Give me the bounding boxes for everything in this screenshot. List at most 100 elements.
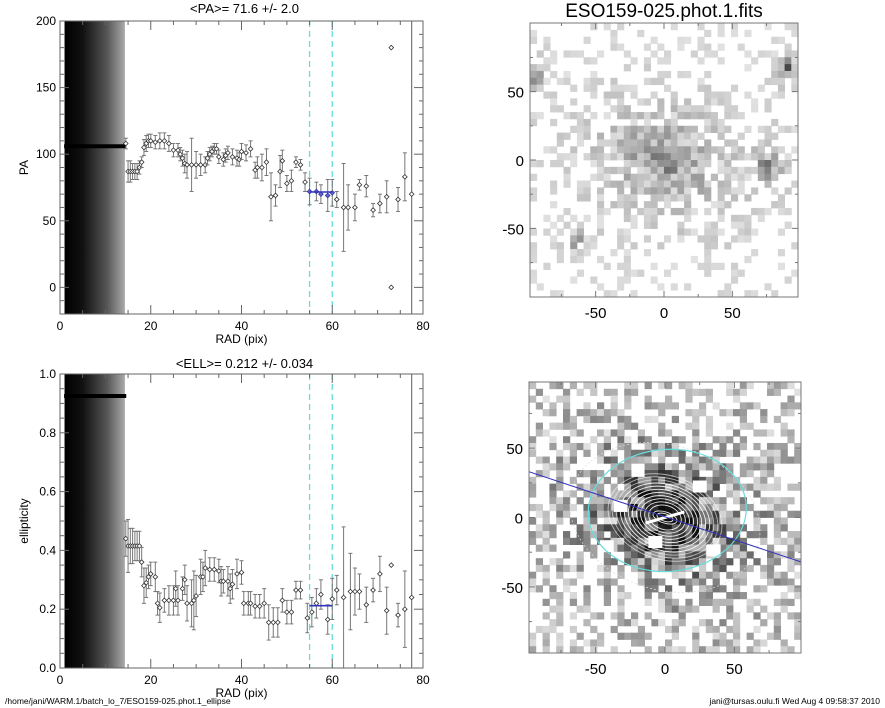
- image-pixel: [699, 388, 707, 396]
- image-pixel: [583, 585, 591, 593]
- image-pixel: [650, 194, 658, 202]
- image-pixel: [690, 146, 698, 154]
- image-pixel: [651, 578, 659, 586]
- image-pixel: [637, 551, 645, 559]
- image-pixel: [665, 497, 673, 505]
- image-pixel: [710, 125, 718, 133]
- image-pixel: [697, 84, 705, 92]
- image-pixel: [733, 544, 741, 552]
- image-pixel: [650, 91, 658, 99]
- x-tick-label: -50: [585, 661, 607, 678]
- image-pixel: [697, 180, 705, 188]
- image-pixel: [658, 422, 666, 430]
- image-pixel: [610, 36, 618, 44]
- image-pixel: [724, 98, 732, 106]
- image-pixel: [684, 125, 692, 133]
- image-pixel: [530, 269, 538, 277]
- image-pixel: [737, 173, 745, 181]
- data-point: [324, 616, 331, 623]
- image-pixel: [617, 276, 625, 284]
- image-pixel: [603, 551, 611, 559]
- image-pixel: [794, 592, 801, 600]
- image-pixel: [576, 249, 584, 257]
- image-pixel: [576, 470, 584, 478]
- image-pixel: [556, 470, 564, 478]
- image-pixel: [563, 409, 571, 417]
- data-point: [179, 155, 186, 162]
- image-pixel: [692, 456, 700, 464]
- image-pixel: [637, 139, 645, 147]
- image-pixel: [784, 125, 792, 133]
- image-pixel: [623, 105, 631, 113]
- image-pixel: [603, 139, 611, 147]
- image-pixel: [712, 558, 720, 566]
- image-pixel: [773, 551, 781, 559]
- image-pixel: [733, 429, 741, 437]
- image-pixel: [791, 77, 798, 86]
- image-pixel: [791, 125, 798, 133]
- image-pixel: [556, 510, 564, 518]
- image-pixel: [583, 415, 591, 424]
- image-pixel: [617, 422, 625, 430]
- image-pixel: [556, 132, 564, 140]
- image-pixel: [665, 531, 673, 539]
- image-pixel: [529, 436, 537, 444]
- image-pixel: [630, 214, 638, 223]
- image-pixel: [556, 395, 564, 403]
- image-pixel: [583, 235, 591, 243]
- image-pixel: [658, 382, 666, 390]
- image-pixel: [530, 70, 538, 79]
- image-pixel: [617, 166, 625, 175]
- image-pixel: [576, 125, 584, 133]
- image-pixel: [658, 510, 666, 518]
- image-pixel: [671, 571, 679, 579]
- image-pixel: [787, 544, 795, 552]
- image-pixel: [678, 456, 686, 464]
- image-pixel: [637, 483, 645, 491]
- image-pixel: [650, 132, 658, 140]
- image-pixel: [780, 571, 788, 579]
- image-pixel: [744, 29, 752, 38]
- image-pixel: [631, 483, 639, 491]
- y-tick-label: -50: [501, 580, 523, 597]
- image-pixel: [704, 221, 712, 229]
- image-pixel: [678, 517, 686, 525]
- image-pixel: [780, 605, 788, 613]
- image-pixel: [771, 50, 779, 58]
- image-pixel: [650, 77, 658, 86]
- image-pixel: [624, 632, 632, 640]
- image-pixel: [542, 456, 550, 464]
- data-point: [274, 619, 281, 626]
- image-pixel: [644, 395, 652, 403]
- image-pixel: [637, 166, 645, 175]
- image-pixel: [657, 207, 665, 216]
- image-pixel: [726, 612, 734, 620]
- image-pixel: [597, 160, 605, 168]
- image-pixel: [657, 194, 665, 202]
- image-pixel: [543, 57, 551, 65]
- image-pixel: [651, 619, 659, 627]
- image-pixel: [549, 490, 557, 498]
- image-pixel: [705, 598, 713, 606]
- image-pixel: [569, 564, 577, 573]
- image-pixel: [603, 442, 611, 451]
- image-pixel: [543, 146, 551, 154]
- image-pixel: [731, 146, 739, 154]
- image-pixel: [665, 510, 673, 518]
- image-pixel: [684, 105, 692, 113]
- image-pixel: [773, 382, 781, 390]
- image-pixel: [550, 201, 558, 209]
- image-pixel: [658, 429, 666, 437]
- image-pixel: [610, 388, 618, 396]
- image-pixel: [644, 551, 652, 559]
- image-pixel: [678, 449, 686, 457]
- image-pixel: [623, 160, 631, 168]
- image-pixel: [637, 436, 645, 444]
- image-pixel: [712, 537, 720, 545]
- image-pixel: [637, 125, 645, 133]
- image-pixel: [733, 639, 741, 647]
- image-pixel: [670, 146, 678, 154]
- image-pixel: [771, 160, 779, 168]
- image-pixel: [746, 646, 754, 653]
- data-point: [297, 587, 304, 593]
